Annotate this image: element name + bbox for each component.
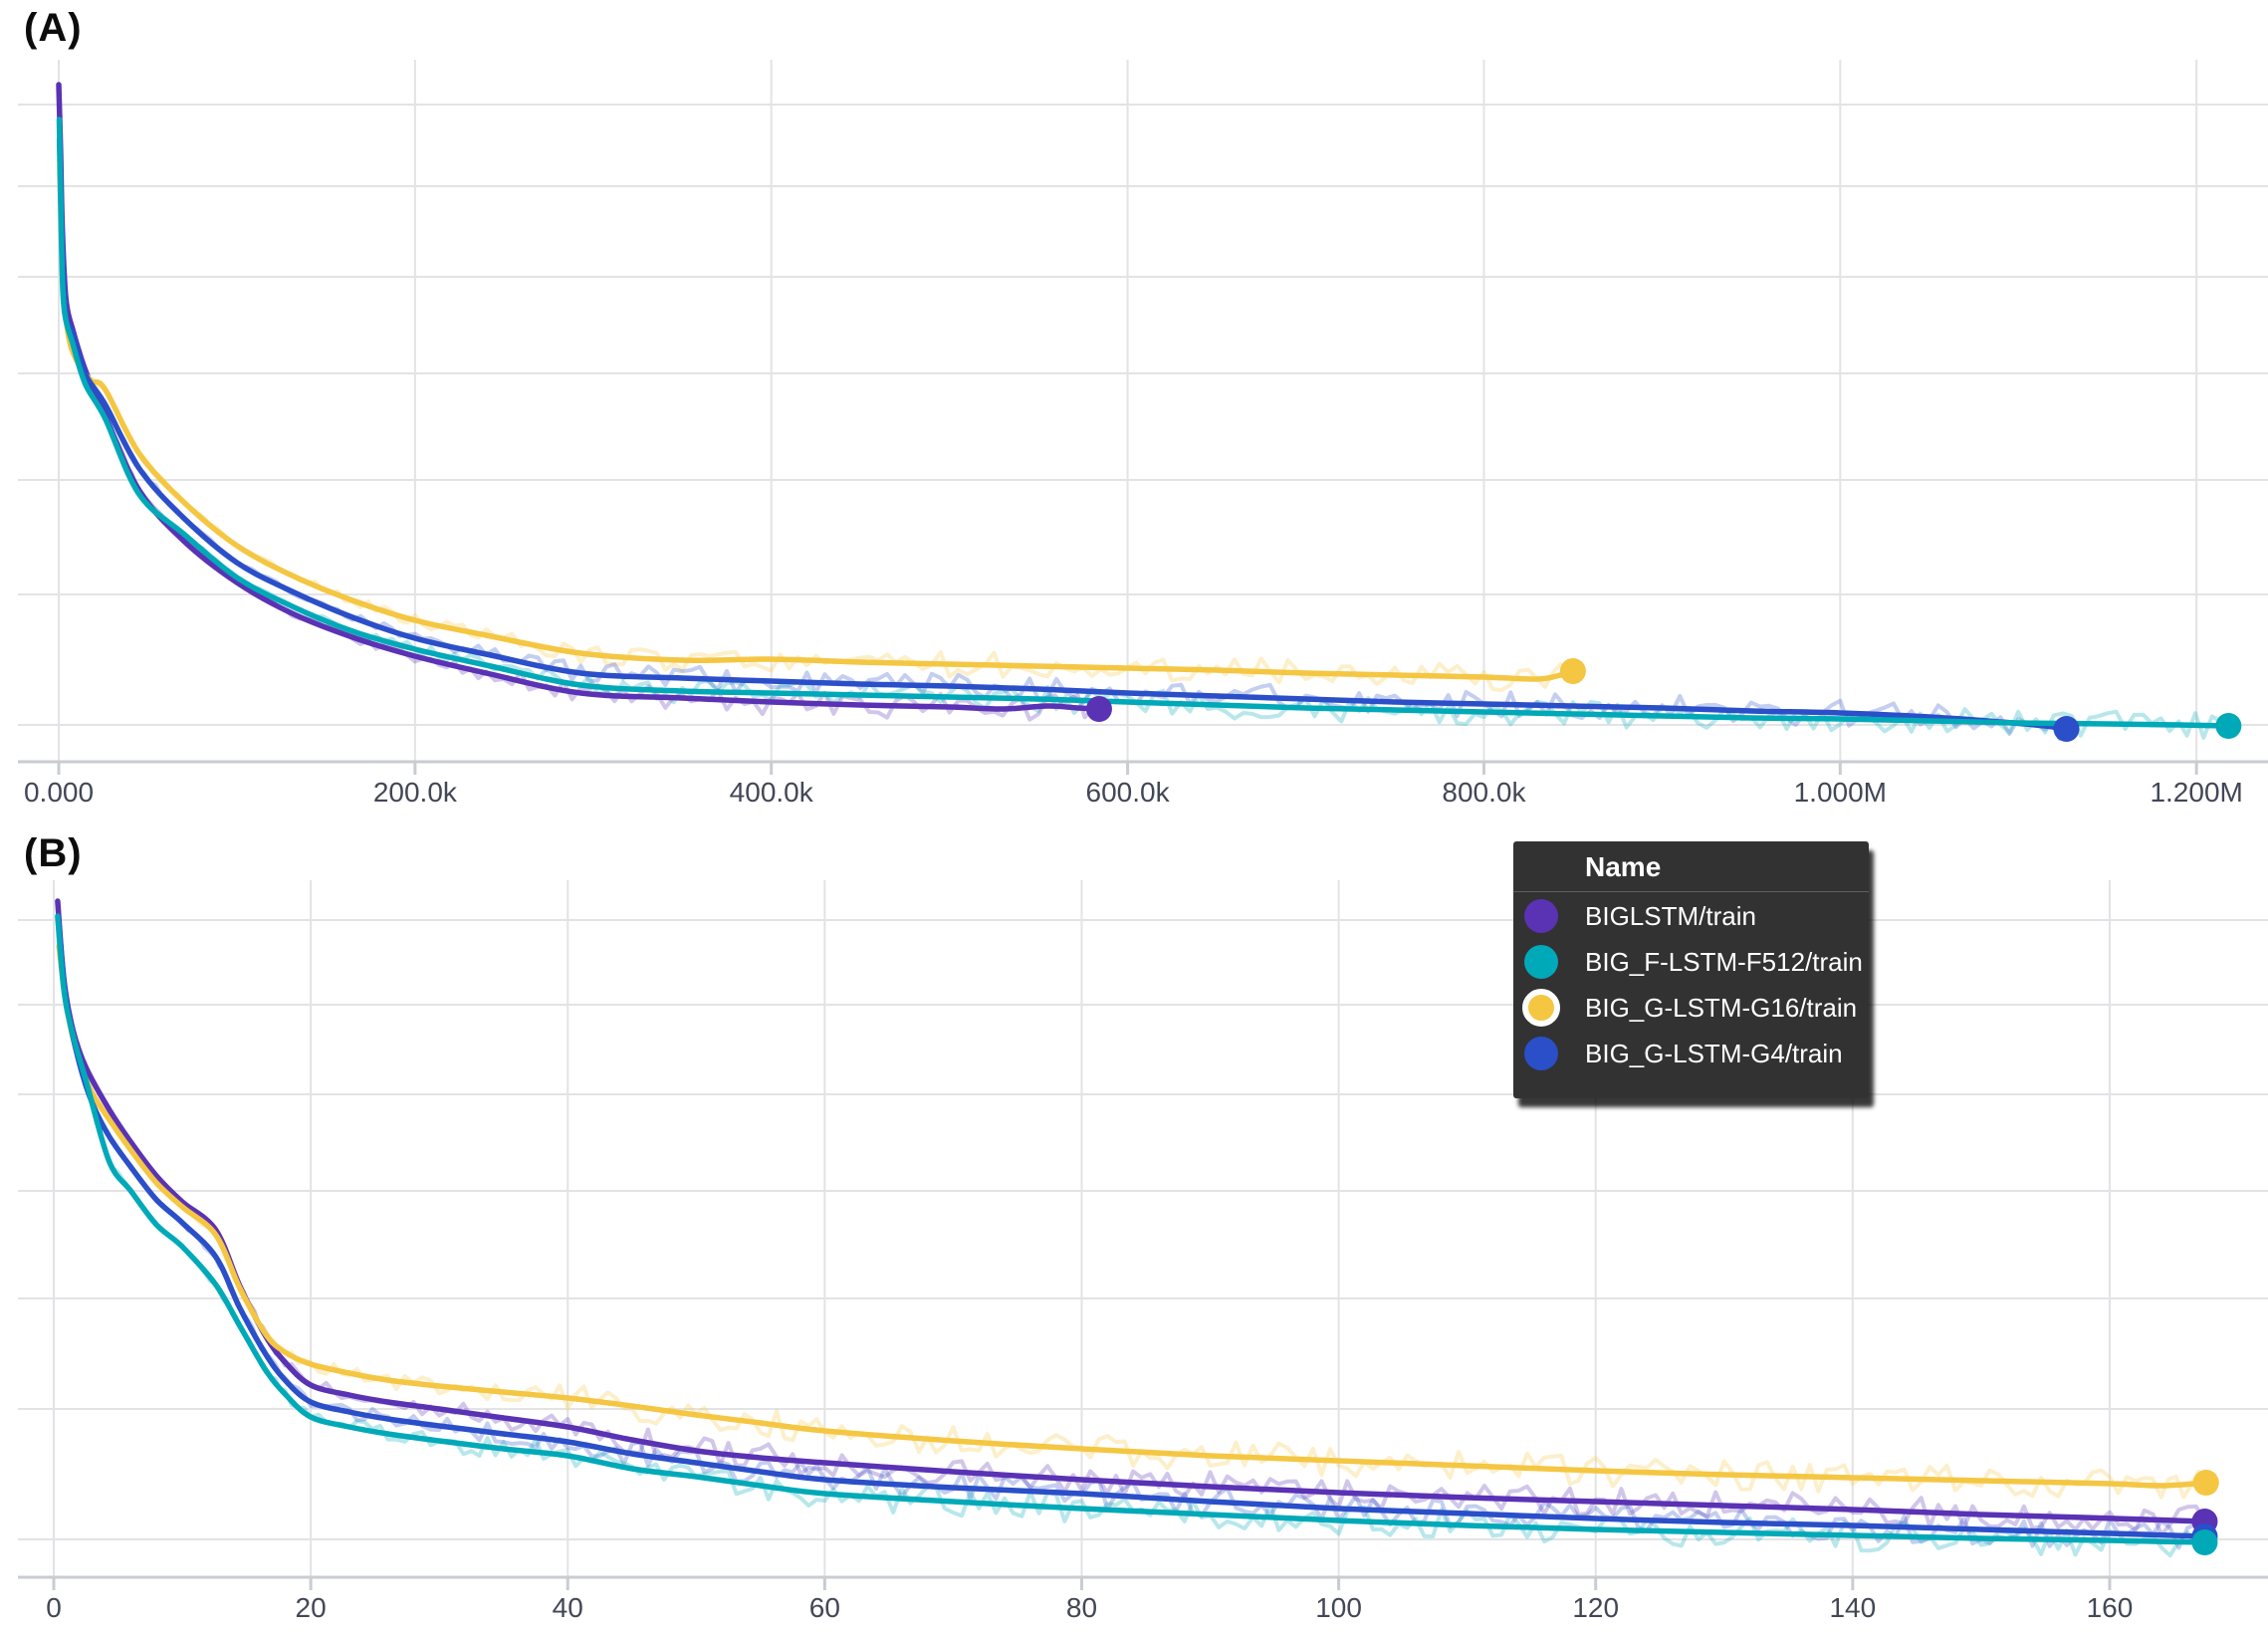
legend-item-2[interactable]: BIG_G-LSTM-G16/train [1513, 985, 1869, 1031]
legend-item-3[interactable]: BIG_G-LSTM-G4/train [1513, 1031, 1869, 1076]
x-tick-label-a-4: 800.0k [1442, 777, 1526, 808]
x-tick-label-b-2: 40 [552, 1592, 583, 1623]
series-end-dot-BIG_F-LSTM-F512/train [2215, 713, 2242, 739]
legend-separator [1513, 891, 1869, 892]
series-raw-BIG_G-LSTM-G4/train [57, 925, 2207, 1550]
legend-swatch-icon [1524, 1037, 1558, 1070]
x-tick-label-a-0: 0.000 [23, 777, 95, 808]
legend-swatch-icon [1522, 989, 1560, 1027]
series-line-BIG_F-LSTM-F512/train [56, 117, 2232, 729]
series-raw-BIGLSTM/train [57, 84, 1100, 722]
series-end-dot-BIGLSTM/train [1085, 696, 1112, 722]
legend-swatch-icon [1524, 945, 1558, 979]
x-tick-label-b-0: 0 [46, 1592, 62, 1623]
legend: Name BIGLSTM/train BIG_F-LSTM-F512/train B… [1513, 841, 1869, 1098]
legend-item-label: BIG_F-LSTM-F512/train [1585, 946, 1863, 977]
legend-item-label: BIG_G-LSTM-G4/train [1585, 1038, 1843, 1068]
legend-item-1[interactable]: BIG_F-LSTM-F512/train [1513, 939, 1869, 985]
series-end-dot-BIG_G-LSTM-G16/train [2192, 1470, 2219, 1496]
series-line-BIGLSTM/train [56, 82, 1102, 712]
x-tick-label-b-7: 140 [1829, 1592, 1877, 1623]
x-tick-label-a-3: 600.0k [1085, 777, 1170, 808]
legend-item-0[interactable]: BIGLSTM/train [1513, 893, 1869, 939]
x-tick-label-b-4: 80 [1065, 1592, 1098, 1623]
x-tick-label-b-8: 160 [2086, 1592, 2134, 1623]
series-line-BIG_G-LSTM-G16/train [56, 943, 2209, 1489]
panel-label-a: (A) [24, 6, 83, 50]
series-line-BIG_F-LSTM-F512/train [55, 913, 2208, 1545]
legend-swatch-icon [1524, 899, 1558, 933]
x-tick-label-a-2: 400.0k [729, 777, 813, 808]
series-end-dot-BIG_G-LSTM-G4/train [2053, 716, 2080, 742]
x-tick-label-b-6: 120 [1572, 1592, 1620, 1623]
series-line-BIG_G-LSTM-G4/train [56, 923, 2208, 1539]
series-line-BIGLSTM/train [55, 898, 2208, 1524]
series-end-dot-BIG_G-LSTM-G16/train [1559, 658, 1586, 684]
legend-rows: BIGLSTM/train BIG_F-LSTM-F512/train BIG_G-… [1513, 893, 1869, 1076]
legend-item-label: BIG_G-LSTM-G16/train [1585, 992, 1858, 1023]
series-line-BIG_G-LSTM-G4/train [56, 136, 2070, 732]
legend-title: Name [1585, 851, 1662, 882]
x-tick-label-a-6: 1.200M [2150, 777, 2243, 808]
panel-label-b: (B) [24, 831, 83, 875]
series-raw-BIG_G-LSTM-G4/train [57, 138, 2069, 741]
x-tick-label-b-1: 20 [295, 1592, 327, 1623]
series-line-BIG_G-LSTM-G16/train [57, 156, 1576, 682]
x-tick-label-b-3: 60 [808, 1592, 840, 1623]
series-raw-BIGLSTM/train [55, 900, 2207, 1537]
x-tick-label-a-5: 1.000M [1793, 777, 1887, 808]
x-tick-label-a-1: 200.0k [372, 777, 457, 808]
x-tick-label-b-5: 100 [1315, 1592, 1362, 1623]
legend-item-label: BIGLSTM/train [1585, 900, 1756, 931]
series-end-dot-BIG_F-LSTM-F512/train [2191, 1529, 2218, 1555]
